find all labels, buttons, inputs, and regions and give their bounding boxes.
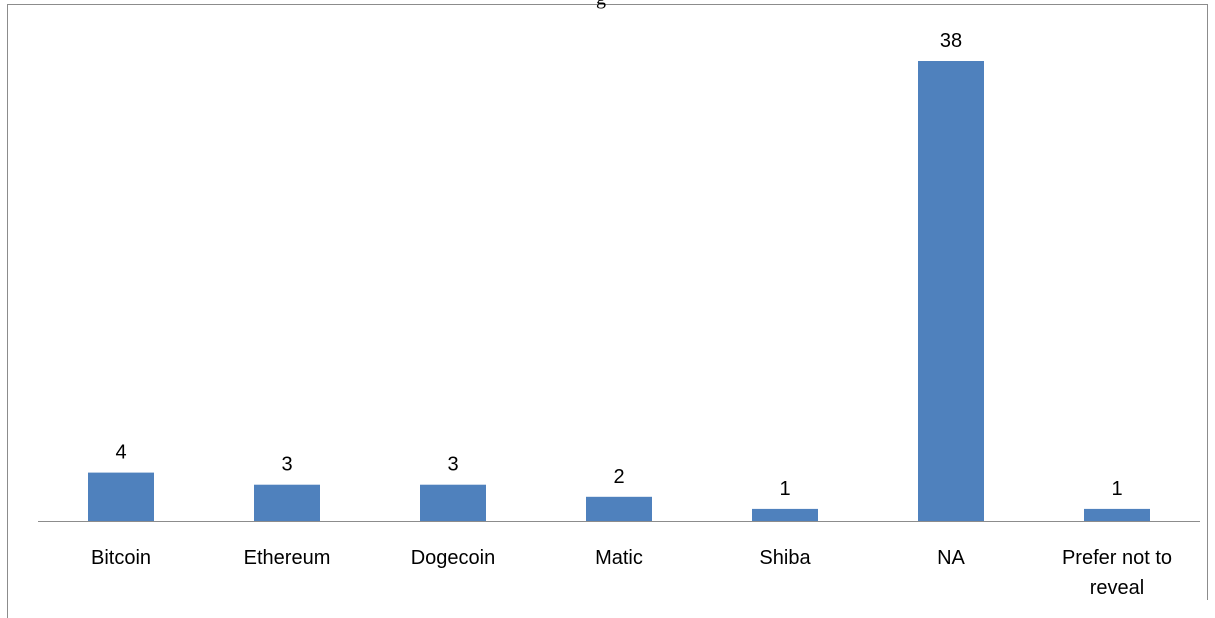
data-label: 4 — [115, 442, 126, 464]
chart-title-fragment: g — [596, 0, 606, 8]
category-label: Shiba — [759, 547, 811, 569]
data-label: 1 — [779, 478, 790, 500]
bar-matic — [586, 496, 652, 521]
data-label: 38 — [940, 30, 962, 52]
chart-frame-left-border — [7, 4, 8, 618]
data-label: 2 — [613, 466, 624, 488]
bar-bitcoin — [88, 472, 154, 521]
category-labels-layer: Bitcoin Ethereum Dogecoin Matic Shiba NA Prefe… — [91, 547, 1172, 599]
bar-ethereum — [254, 484, 320, 521]
data-label: 3 — [281, 454, 292, 476]
category-label: reveal — [1090, 577, 1144, 599]
value-labels-layer: 4 3 3 2 1 38 1 — [115, 30, 1122, 500]
bar-na — [918, 61, 984, 521]
bars-layer — [88, 61, 1150, 521]
bar-dogecoin — [420, 484, 486, 521]
data-label: 3 — [447, 454, 458, 476]
chart-frame-top-border — [7, 4, 1208, 5]
category-label: Matic — [595, 547, 643, 569]
category-label: Dogecoin — [411, 547, 496, 569]
bar-shiba — [752, 508, 818, 521]
category-label: NA — [937, 547, 965, 569]
bar-prefer-not-to-reveal — [1084, 508, 1150, 521]
chart-frame-right-border — [1207, 4, 1208, 600]
category-label: Ethereum — [244, 547, 331, 569]
data-label: 1 — [1111, 478, 1122, 500]
category-label: Prefer not to — [1062, 547, 1172, 569]
category-label: Bitcoin — [91, 547, 151, 569]
